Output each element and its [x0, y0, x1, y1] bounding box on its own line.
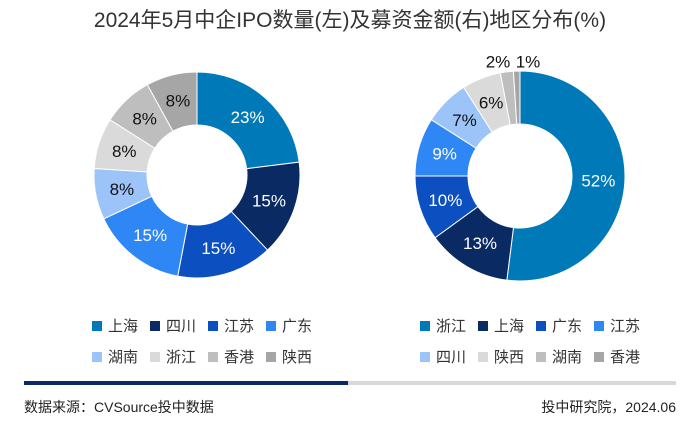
legend-label: 陕西 [282, 349, 313, 366]
slice-label: 15% [201, 239, 235, 258]
legend-label: 江苏 [224, 318, 255, 335]
legend-label: 四川 [436, 349, 467, 366]
legend-swatch [150, 320, 161, 331]
legend-item: 四川 [150, 315, 196, 336]
legend-item: 江苏 [594, 315, 640, 336]
legend-label: 江苏 [610, 318, 641, 335]
legend-swatch [266, 351, 277, 362]
legend-swatch [478, 320, 489, 331]
legend-fundraising: 浙江 上海 广东 江苏四川 陕西 湖南 香港 [420, 315, 640, 367]
legend-label: 湖南 [552, 349, 583, 366]
legend-item: 广东 [536, 315, 582, 336]
legend-label: 四川 [166, 318, 197, 335]
legend-item: 湖南 [92, 346, 138, 367]
legend-label: 上海 [108, 318, 139, 335]
legend-swatch [420, 351, 430, 362]
legend-item: 浙江 [420, 315, 466, 336]
legend-ipo-count: 上海 四川 江苏 广东湖南 浙江 香港 陕西 [92, 315, 312, 367]
legend-swatch [478, 351, 489, 362]
slice-label: 15% [252, 191, 286, 210]
slice-label: 9% [432, 145, 457, 164]
chart-title: 2024年5月中企IPO数量(左)及募资金额(右)地区分布(%) [93, 9, 607, 32]
legend-item: 四川 [420, 346, 466, 367]
data-source: 数据来源：CVSource投中数据 [24, 399, 214, 415]
legend-item: 上海 [92, 315, 138, 336]
legend-label: 湖南 [108, 349, 139, 366]
legend-swatch [208, 351, 219, 362]
legend-label: 香港 [610, 349, 641, 366]
slice-上海 [196, 71, 300, 170]
legend-label: 浙江 [166, 349, 197, 366]
slice-浙江 [506, 70, 626, 282]
legend-item: 香港 [208, 346, 254, 367]
legend-swatch [594, 351, 605, 362]
legend-item: 香港 [594, 346, 640, 367]
slice-label: 52% [581, 171, 615, 190]
slice-label: 8% [112, 142, 137, 161]
legend-label: 上海 [494, 318, 525, 335]
legend-item: 浙江 [150, 346, 196, 367]
legend-swatch [536, 351, 547, 362]
legend-item: 上海 [478, 315, 524, 336]
legend-swatch [594, 320, 605, 331]
slice-陕西 [146, 71, 198, 132]
divider-accent [24, 381, 348, 385]
donut-fundraising: 52% 13% 10% 9% 7%6% 2% 1% [414, 53, 626, 282]
slice-label: 8% [132, 110, 157, 129]
legend-label: 陕西 [494, 349, 525, 366]
legend-swatch [92, 320, 102, 331]
legend-swatch [420, 320, 430, 331]
slice-label: 8% [110, 180, 135, 199]
legend-label: 浙江 [436, 318, 467, 335]
legend-swatch [266, 320, 277, 331]
donut-ipo-count: 23% 15% 15% 15% 8% 8% 8% 8% [93, 71, 301, 279]
slice-label: 23% [231, 108, 265, 127]
legend-label: 广东 [282, 318, 313, 335]
legend-item: 陕西 [266, 346, 312, 367]
legend-item: 广东 [266, 315, 312, 336]
legend-swatch [208, 320, 219, 331]
legend-item: 陕西 [478, 346, 524, 367]
legend-item: 湖南 [536, 346, 582, 367]
legend-label: 广东 [552, 318, 583, 335]
legend-label: 香港 [224, 349, 255, 366]
slice-label: 10% [428, 191, 462, 210]
slice-label: 7% [452, 111, 477, 130]
slice-label: 6% [479, 94, 504, 113]
legend-swatch [92, 351, 102, 362]
slice-label: 1% [516, 53, 541, 72]
slice-label: 13% [463, 234, 497, 253]
credit: 投中研究院，2024.06 [541, 399, 676, 415]
slice-label: 15% [133, 226, 167, 245]
slice-label: 8% [166, 91, 191, 110]
divider-track [348, 381, 676, 385]
legend-swatch [150, 351, 161, 362]
legend-swatch [536, 320, 547, 331]
slice-label: 2% [486, 53, 511, 72]
slice-香港 [512, 70, 521, 125]
legend-item: 江苏 [208, 315, 254, 336]
